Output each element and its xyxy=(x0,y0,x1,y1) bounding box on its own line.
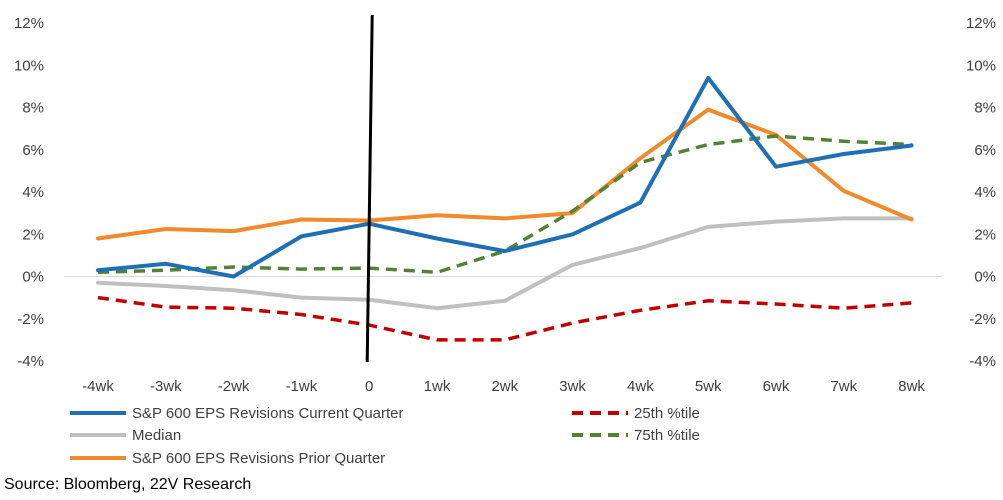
y-tick-label-right: 10% xyxy=(966,57,996,74)
y-tick-label-right: 8% xyxy=(974,100,996,117)
y-tick-label-left: 0% xyxy=(22,269,44,286)
y-axis-right: -4% -2% 0% 2% 4% 6% 8% 10% 12% xyxy=(966,15,996,370)
legend-label-1: Median xyxy=(132,427,181,444)
event-marker-line xyxy=(365,14,374,363)
y-tick-label-right: 12% xyxy=(966,15,996,32)
x-axis: -4wk -3wk -2wk -1wk 0 1wk 2wk 3wk 4wk 5wk 6wk 7wk 8w… xyxy=(82,378,925,395)
series-line-3 xyxy=(97,295,912,342)
y-tick-label-left: 4% xyxy=(22,184,44,201)
source-note: Source: Bloomberg, 22V Research xyxy=(4,476,252,493)
x-tick-label: 2wk xyxy=(491,378,518,395)
y-tick-label-left: 10% xyxy=(14,57,44,74)
x-tick-label: -1wk xyxy=(286,378,318,395)
x-tick-label: 5wk xyxy=(695,378,722,395)
legend-label-4: 75th %tile xyxy=(634,427,700,444)
x-tick-label: 7wk xyxy=(830,378,857,395)
series-line-0 xyxy=(96,75,914,279)
y-tick-label-right: 2% xyxy=(974,226,996,243)
legend-label-3: 25th %tile xyxy=(634,405,700,422)
y-tick-label-left: -2% xyxy=(17,311,44,328)
x-tick-label: 0 xyxy=(365,378,373,395)
x-tick-label: 1wk xyxy=(424,378,451,395)
y-tick-label-left: 6% xyxy=(22,142,44,159)
y-tick-label-left: 2% xyxy=(22,226,44,243)
legend-label-0: S&P 600 EPS Revisions Current Quarter xyxy=(132,405,404,422)
x-tick-label: 3wk xyxy=(559,378,586,395)
y-axis-left: -4% -2% 0% 2% 4% 6% 8% 10% 12% xyxy=(14,15,44,370)
y-tick-label-right: 4% xyxy=(974,184,996,201)
series-line-4 xyxy=(97,134,912,275)
series-line-1 xyxy=(96,216,914,311)
y-tick-label-right: -2% xyxy=(969,311,996,328)
x-tick-label: 6wk xyxy=(763,378,790,395)
y-tick-label-right: 0% xyxy=(974,269,996,286)
x-tick-label: -3wk xyxy=(150,378,182,395)
y-tick-label-left: 8% xyxy=(22,100,44,117)
x-tick-label: 8wk xyxy=(898,378,925,395)
x-tick-label: -4wk xyxy=(82,378,114,395)
legend-label-2: S&P 600 EPS Revisions Prior Quarter xyxy=(132,450,385,467)
y-tick-label-right: -4% xyxy=(969,353,996,370)
y-tick-label-left: -4% xyxy=(17,353,44,370)
legend: S&P 600 EPS Revisions Current Quarter Med… xyxy=(70,405,700,467)
y-tick-label-left: 12% xyxy=(14,15,44,32)
y-tick-label-right: 6% xyxy=(974,142,996,159)
x-tick-label: 4wk xyxy=(627,378,654,395)
x-tick-label: -2wk xyxy=(218,378,250,395)
series-lines xyxy=(96,75,914,342)
